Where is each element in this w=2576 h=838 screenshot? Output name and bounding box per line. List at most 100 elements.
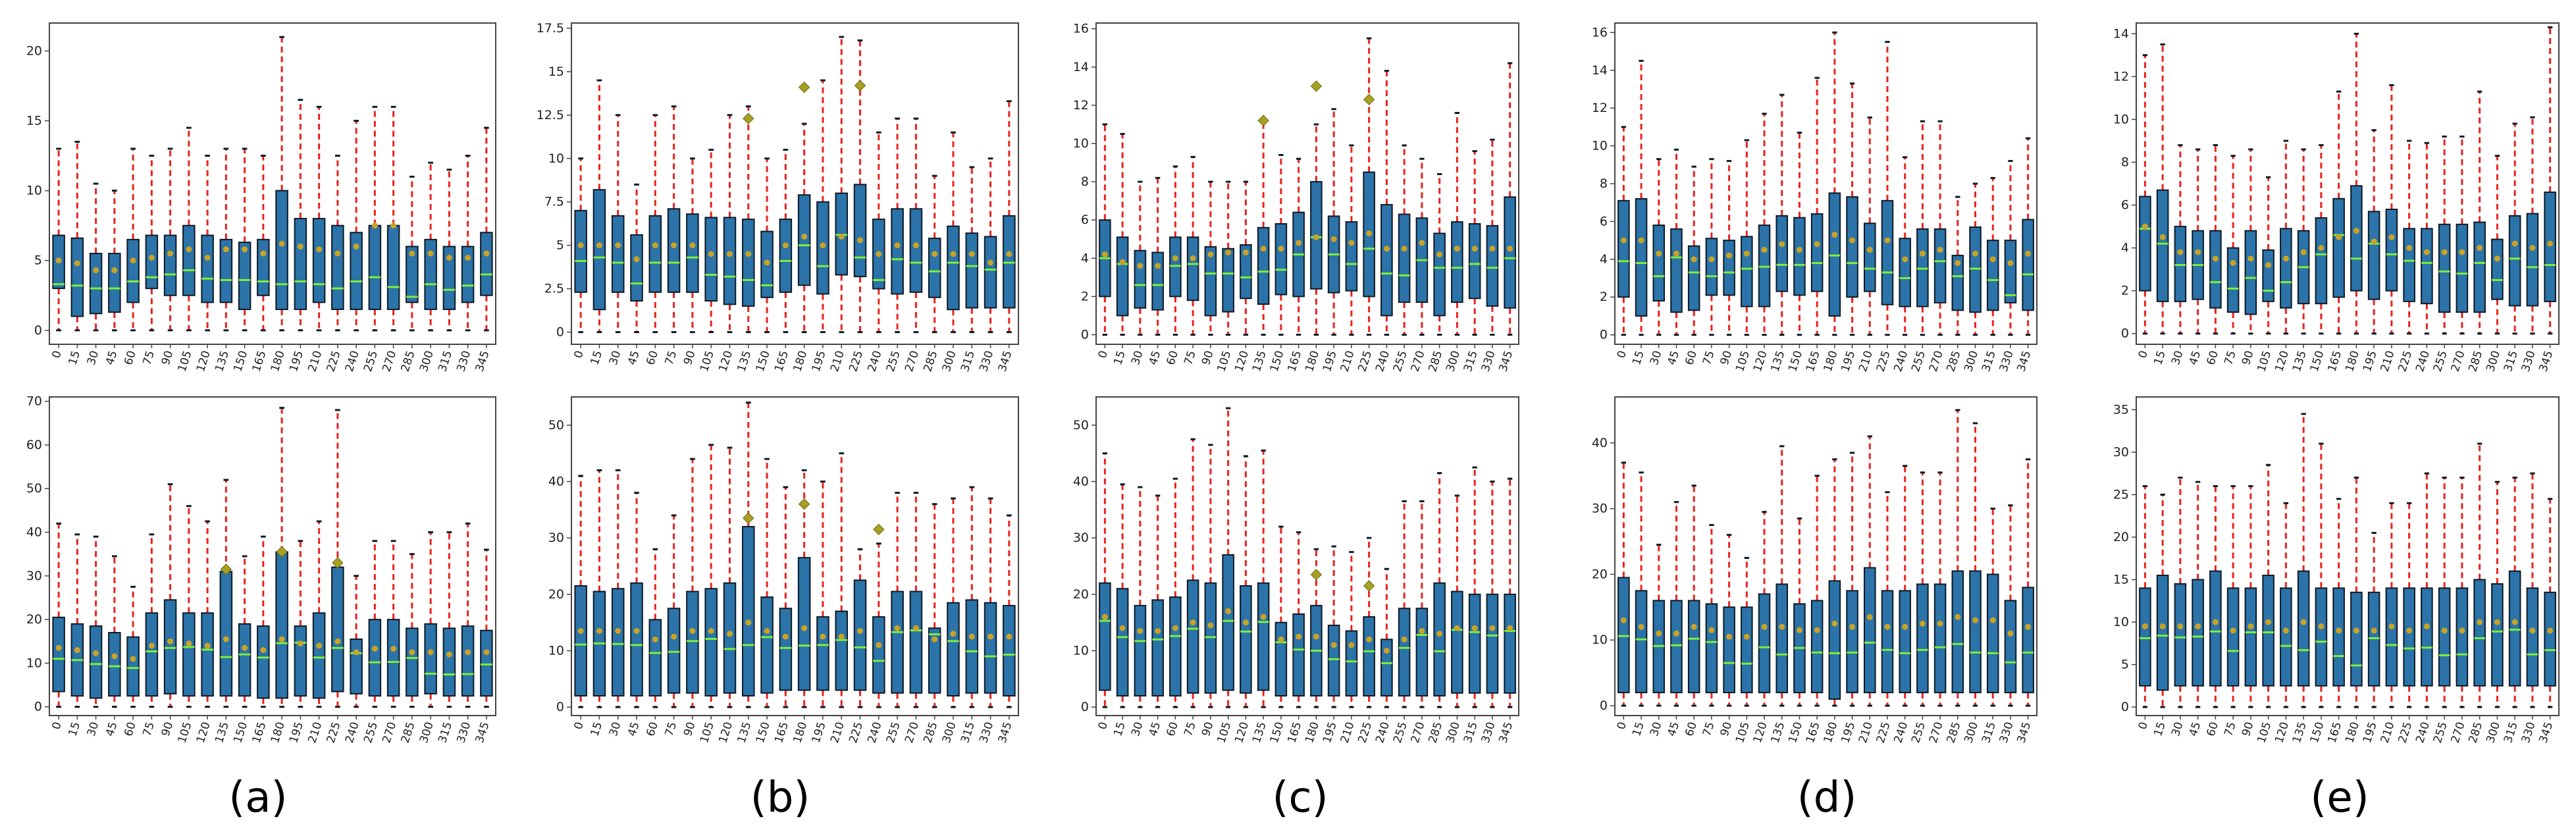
mean-marker [1242,619,1249,626]
box-iqr [182,612,196,697]
ytick-label: 16 [1073,22,1089,36]
box-iqr [984,602,997,694]
box-iqr [2244,230,2257,315]
ytick-label: 0 [1600,698,1608,713]
box-iqr [1933,583,1947,694]
mean-marker [2300,249,2307,255]
mean-marker [2025,250,2032,257]
mean-marker [2230,259,2236,266]
mean-marker [987,259,994,266]
ytick-label: 8 [1081,174,1089,189]
box-iqr [350,232,363,310]
box-iqr [275,190,288,310]
mean-marker [2247,255,2254,262]
box-iqr [1468,593,1481,694]
ytick-label: 40 [26,525,42,540]
ytick-label: 0 [1600,328,1608,342]
ytick-label: 12 [1592,101,1608,115]
mean-marker [1507,625,1513,631]
box-iqr [1327,624,1340,697]
box-iqr [1652,224,1666,301]
box-iqr [294,218,307,310]
ytick-label: 25 [2113,487,2129,502]
mean-marker [876,642,882,648]
ytick-label: 8 [1600,176,1608,191]
box-iqr [386,619,400,697]
ytick-label: 16 [1592,25,1608,39]
box-iqr [574,585,587,697]
ytick-label: 10 [548,151,564,166]
ytick-label: 12 [1073,98,1089,113]
ytick-label: 5 [556,238,564,253]
box-iqr [1380,639,1393,697]
mean-marker [1137,263,1143,269]
box-iqr [1186,579,1199,694]
mean-marker [353,649,359,656]
box-iqr [1451,590,1463,694]
box-iqr [2156,575,2169,691]
mean-marker [1989,256,1996,263]
box-iqr [947,602,960,697]
mean-marker [55,644,62,651]
box-iqr [2421,228,2433,305]
mean-marker [1937,246,1943,253]
mean-marker [801,233,808,240]
mean-marker [2371,627,2377,634]
box-iqr [1257,582,1270,691]
box-iqr [1433,232,1446,317]
mean-marker [2511,619,2518,625]
box-iqr [2022,219,2034,311]
box-iqr [2438,223,2451,313]
box-iqr [406,627,419,697]
box-iqr [480,232,493,296]
mean-marker [708,628,714,635]
box-iqr [2209,230,2222,309]
mean-marker [2195,249,2201,255]
box-iqr [1504,593,1516,694]
box-iqr [891,208,904,295]
ytick-label: 60 [26,438,42,452]
box-iqr [742,526,755,697]
ytick-label: 6 [1081,213,1089,227]
box-iqr [2491,583,2504,687]
ytick-label: 12.5 [537,108,564,122]
mean-marker [1296,240,1302,246]
mean-marker [1348,240,1355,246]
box-iqr [1635,590,1648,694]
ytick-label: 50 [548,418,564,432]
mean-marker [577,242,584,249]
box-iqr [238,242,251,310]
mean-outlier-diamond [276,546,288,558]
mean-marker [1119,625,1126,631]
box-iqr [816,616,829,691]
box-iqr [1433,582,1446,697]
mean-marker [2388,234,2395,240]
mean-marker [894,625,901,631]
plot-frame [2136,396,2560,716]
box-iqr [2332,587,2345,687]
box-iqr [331,566,344,693]
mean-marker [2247,623,2254,629]
mean-marker [764,628,770,635]
mean-marker [1691,623,1697,630]
box-iqr [797,194,811,286]
mean-marker [1225,249,1232,256]
mean-marker [2423,623,2430,629]
mean-marker [726,631,733,637]
ytick-label: 10 [1073,643,1089,658]
mean-marker [2318,623,2325,629]
mean-marker [1419,240,1425,246]
box-iqr [797,557,811,691]
box-iqr [723,217,737,305]
box-iqr [1810,600,1824,694]
box-iqr [2385,209,2398,292]
box-iqr [2315,587,2328,687]
ytick-label: 14 [2113,26,2129,41]
mean-marker [1638,623,1644,630]
plot-frame [49,396,496,716]
mean-marker [55,257,62,264]
mean-marker [596,628,602,635]
box-iqr [1758,593,1771,694]
mean-marker [483,250,490,257]
